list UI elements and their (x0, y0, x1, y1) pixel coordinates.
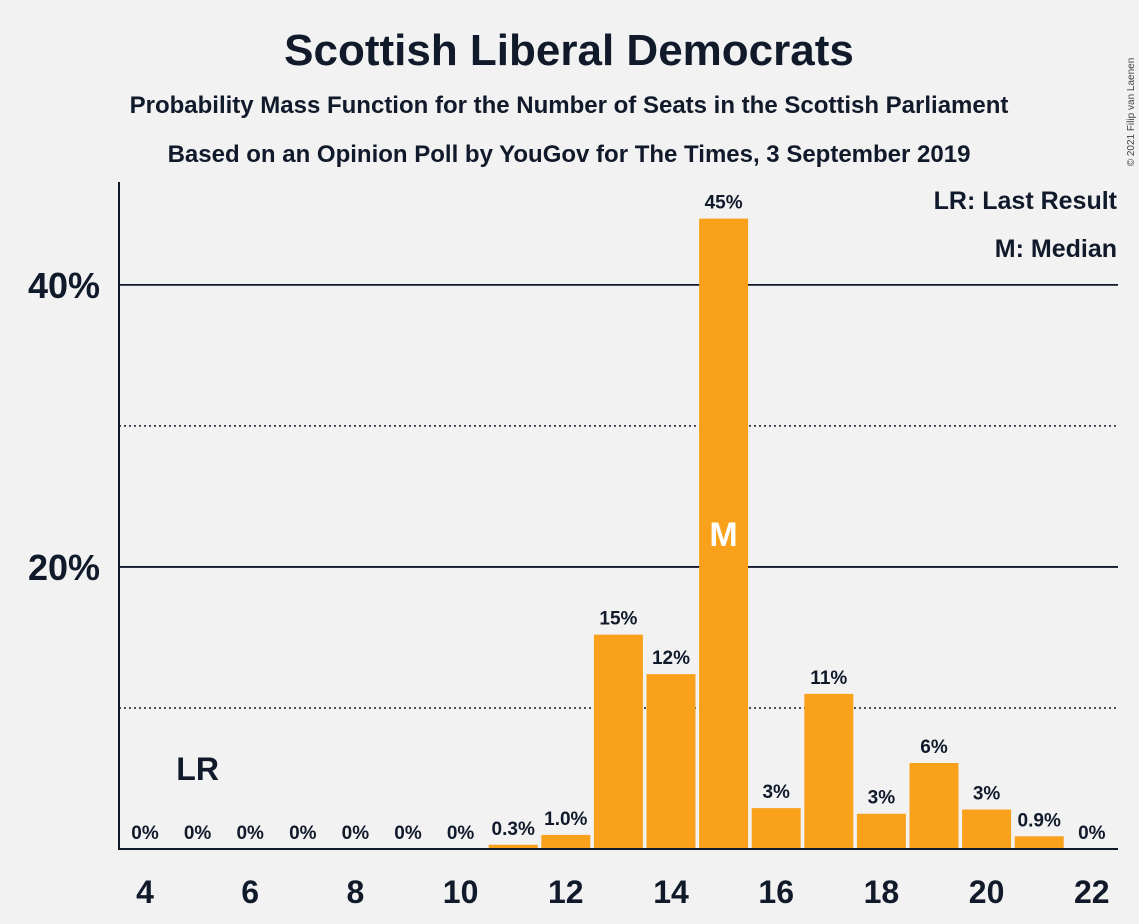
y-tick-label: 20% (28, 547, 100, 588)
x-tick-label: 20 (969, 874, 1005, 910)
gridlines (119, 283, 1118, 709)
legend-median: M: Median (995, 235, 1117, 263)
chart-subtitle-2: Based on an Opinion Poll by YouGov for T… (168, 141, 971, 168)
legend-last-result: LR: Last Result (934, 187, 1118, 215)
bar (909, 762, 959, 849)
data-label: 15% (599, 609, 637, 630)
x-tick-label: 10 (443, 874, 479, 910)
chart-title: Scottish Liberal Democrats (284, 26, 854, 75)
data-label: 1.0% (544, 809, 587, 830)
data-label: 12% (652, 648, 690, 669)
data-label: 11% (810, 668, 847, 689)
x-tick-label: 6 (241, 874, 259, 910)
x-tick-label: 4 (136, 874, 154, 910)
x-tick-label: 22 (1074, 874, 1110, 910)
bar (1014, 836, 1064, 849)
y-tick-label: 40% (28, 265, 100, 306)
bar (699, 218, 749, 850)
chart-subtitle-1: Probability Mass Function for the Number… (130, 92, 1009, 119)
data-labels: 0% 0% 0% 0% 0% 0% 0% 0.3% 1.0% 15% 12% 45% 3% 11% 3% 6%… (131, 193, 1105, 844)
data-label: 0% (447, 823, 475, 844)
data-label: 0% (342, 823, 370, 844)
data-label: 3% (868, 788, 896, 809)
bar (646, 674, 696, 849)
y-axis-ticks: 20% 40% (28, 265, 100, 588)
data-label: 0% (394, 823, 422, 844)
x-tick-label: 18 (864, 874, 900, 910)
bar (962, 809, 1012, 849)
data-label: 0% (236, 823, 264, 844)
markers: LR M (176, 516, 737, 787)
data-label: 0.3% (492, 819, 535, 840)
data-label: 3% (973, 784, 1001, 805)
x-tick-label: 12 (548, 874, 584, 910)
data-label: 45% (705, 193, 743, 214)
x-tick-label: 16 (758, 874, 794, 910)
bar (488, 844, 538, 849)
bar (804, 693, 854, 849)
bar (856, 813, 906, 849)
x-axis-ticks: 4 6 8 10 12 14 16 18 20 22 (136, 874, 1109, 910)
x-tick-label: 8 (347, 874, 365, 910)
bar (751, 808, 801, 849)
data-label: 0% (289, 823, 317, 844)
median-marker: M (709, 516, 737, 554)
last-result-marker: LR (176, 751, 219, 787)
data-label: 3% (762, 782, 790, 803)
bar (593, 634, 643, 849)
data-label: 0% (131, 823, 159, 844)
data-label: 0% (1078, 823, 1106, 844)
copyright-credit: © 2021 Filip van Laenen (1126, 58, 1137, 167)
data-label: 0.9% (1018, 810, 1061, 831)
data-label: 6% (920, 737, 948, 758)
bar (541, 834, 591, 849)
x-tick-label: 14 (653, 874, 689, 910)
bars (488, 218, 1064, 850)
data-label: 0% (184, 823, 212, 844)
